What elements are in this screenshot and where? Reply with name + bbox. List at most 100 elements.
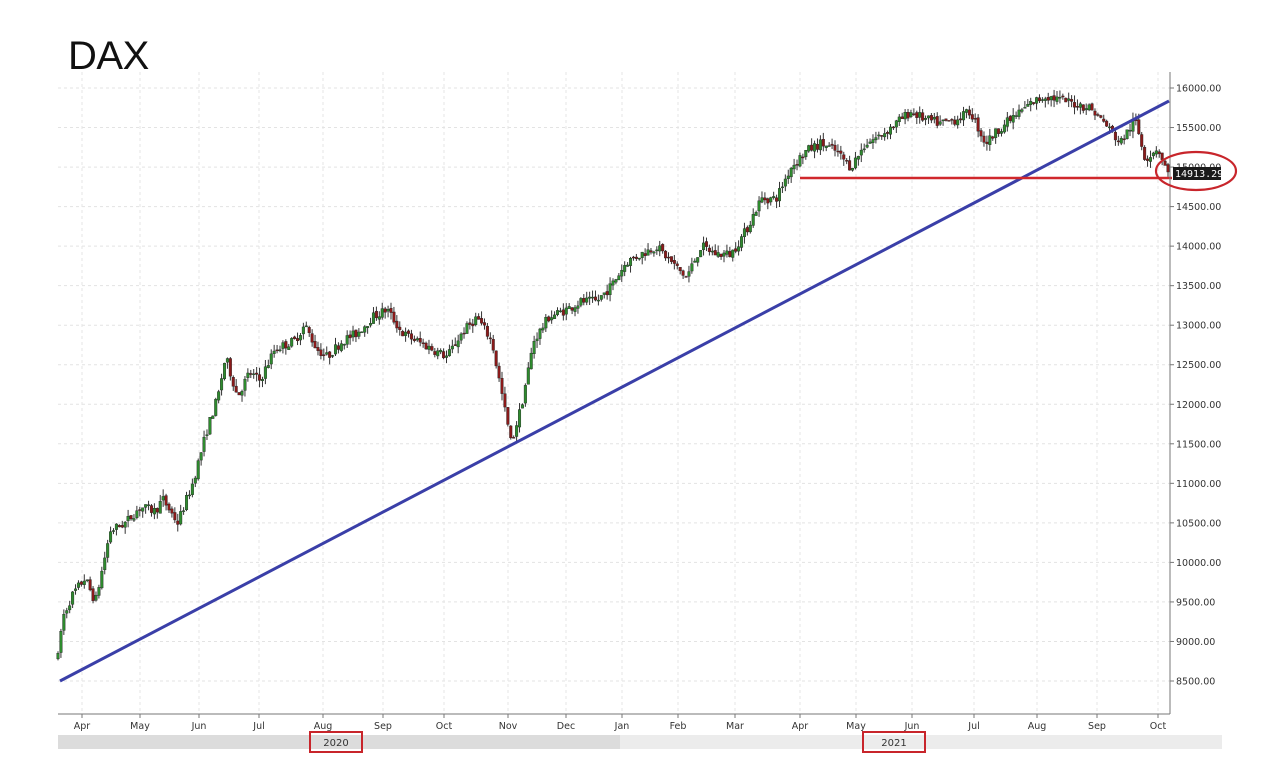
candle-body xyxy=(667,256,671,259)
candle-body xyxy=(629,258,633,266)
candle-body xyxy=(477,316,481,320)
x-tick-label: Jul xyxy=(252,721,264,732)
candle-body xyxy=(106,543,110,558)
x-tick-label: Jun xyxy=(191,721,207,732)
candle-body xyxy=(848,160,852,171)
candle-body xyxy=(193,477,197,484)
candle-body xyxy=(494,350,498,367)
candle-body xyxy=(97,587,101,596)
candle-body xyxy=(331,355,335,357)
candle-body xyxy=(1014,115,1018,117)
candle-body xyxy=(684,276,688,278)
candle-body xyxy=(1035,97,1039,104)
candle-body xyxy=(398,326,402,330)
candle-body xyxy=(407,330,411,334)
candle-body xyxy=(941,119,945,122)
grid xyxy=(58,72,1170,714)
candle-body xyxy=(231,377,235,387)
candle-body xyxy=(1037,97,1041,102)
candle-body xyxy=(129,515,133,520)
candle-body xyxy=(336,345,340,350)
candle-body xyxy=(926,115,930,119)
candle-body xyxy=(757,200,761,212)
candle-body xyxy=(772,196,776,198)
candle-body xyxy=(833,144,837,151)
candle-body xyxy=(260,379,264,382)
year-highlight-box xyxy=(862,731,926,753)
candle-body xyxy=(1160,152,1164,160)
candle-body xyxy=(702,242,706,250)
candle-body xyxy=(728,251,732,258)
candle-body xyxy=(65,610,69,614)
candle-body xyxy=(675,263,679,266)
candle-body xyxy=(1073,102,1077,108)
last-price-box: 14913.29 xyxy=(1173,167,1223,180)
candle-body xyxy=(526,367,530,385)
candle-body xyxy=(1116,140,1120,143)
candle-body xyxy=(412,338,416,341)
candle-body xyxy=(687,271,691,277)
candle-body xyxy=(500,378,504,394)
candle-body xyxy=(471,323,475,327)
x-tick-label: Aug xyxy=(1028,721,1047,732)
candle-body xyxy=(468,322,472,325)
candle-body xyxy=(544,317,548,329)
candle-body xyxy=(798,155,802,167)
candle-body xyxy=(62,614,66,631)
candle-body xyxy=(263,366,267,379)
candle-body xyxy=(357,331,361,337)
candle-body xyxy=(596,299,600,302)
candle-body xyxy=(462,332,466,335)
x-tick-label: Jun xyxy=(904,721,920,732)
candle-body xyxy=(149,505,153,513)
candle-body xyxy=(617,275,621,281)
candle-body xyxy=(640,251,644,258)
candle-body xyxy=(147,504,151,506)
candle-body xyxy=(465,323,469,334)
candle-body xyxy=(82,580,86,585)
candle-body xyxy=(220,378,224,391)
candle-body xyxy=(643,253,647,256)
candle-body xyxy=(445,355,449,358)
candle-body xyxy=(202,436,206,452)
candle-body xyxy=(103,557,107,571)
candle-body xyxy=(351,330,355,338)
candle-body xyxy=(1148,157,1152,162)
y-tick-label: 13500.00 xyxy=(1176,281,1221,292)
candle-body xyxy=(94,594,98,601)
candle-body xyxy=(109,531,113,543)
candle-body xyxy=(982,135,986,143)
x-tick-label: Aug xyxy=(314,721,333,732)
candle-body xyxy=(830,143,834,146)
candle-body xyxy=(1122,138,1126,141)
candle-body xyxy=(631,256,635,259)
candle-body xyxy=(442,351,446,359)
price-box-bg xyxy=(1173,167,1221,180)
candle-body xyxy=(74,588,78,591)
candle-body xyxy=(252,373,256,375)
candle-body xyxy=(1166,164,1170,173)
year-highlight-box xyxy=(309,731,363,753)
candle-body xyxy=(859,149,863,156)
candle-body xyxy=(678,266,682,271)
candle-body xyxy=(243,378,247,391)
candle-body xyxy=(275,349,279,352)
candle-body xyxy=(287,346,291,350)
candle-body xyxy=(599,295,603,300)
candle-body xyxy=(76,582,80,588)
candle-body xyxy=(658,245,662,252)
candle-body xyxy=(1146,158,1150,161)
candle-body xyxy=(1070,99,1074,102)
candle-body xyxy=(290,338,294,347)
candle-body xyxy=(845,160,849,162)
y-tick-label: 12000.00 xyxy=(1176,400,1221,411)
candle-body xyxy=(214,398,218,416)
candle-body xyxy=(593,296,597,301)
candle-body xyxy=(491,339,495,351)
candle-body xyxy=(655,249,659,252)
candle-body xyxy=(997,128,1001,134)
candle-body xyxy=(185,495,189,511)
candle-body xyxy=(585,297,589,303)
candle-body xyxy=(152,508,156,515)
candle-body xyxy=(1064,97,1068,103)
